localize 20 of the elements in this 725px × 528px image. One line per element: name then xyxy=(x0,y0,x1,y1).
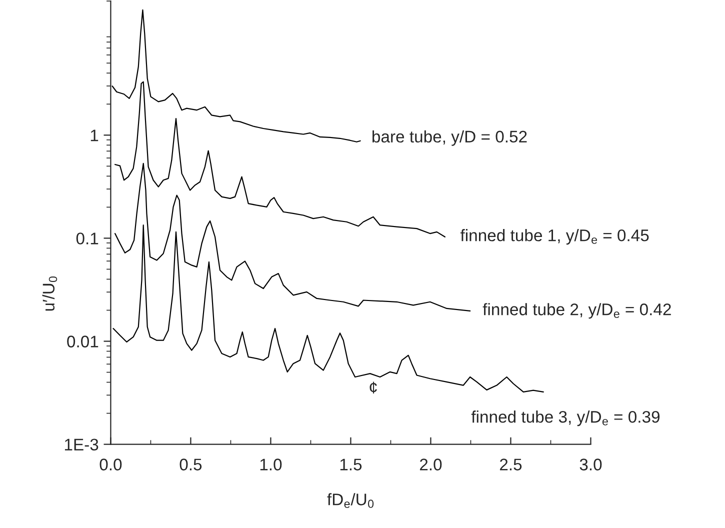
x-tick-label: 2.0 xyxy=(420,458,442,470)
y-tick-label: 0.1 xyxy=(76,232,98,244)
y-tick-label: 0.01 xyxy=(67,336,98,348)
x-tick-label: 3.0 xyxy=(580,458,602,470)
x-tick-label: 2.5 xyxy=(500,458,522,470)
series-label: finned tube 2, y/D$_{e}$ = 0.42 xyxy=(482,303,671,319)
x-tick-label: 1.5 xyxy=(340,458,362,470)
series-label: bare tube, y/D = 0.52 xyxy=(372,130,527,146)
series-label: finned tube 3, y/D$_{e}$ = 0.39 xyxy=(471,410,660,426)
x-tick-label: 1.0 xyxy=(260,458,282,470)
y-tick-label: 1 xyxy=(90,130,98,142)
x-tick-label: 0.0 xyxy=(100,458,122,470)
annotation: ¢ xyxy=(370,382,377,394)
y-tick-label: 1E-3 xyxy=(64,438,98,451)
x-axis-title: fD$_{e}$/U$_{0}$ xyxy=(327,493,374,508)
y-axis-title: u′/U$_{0}$ xyxy=(42,276,58,311)
line-series xyxy=(112,9,361,142)
series-label: finned tube 1, y/D$_{e}$ = 0.45 xyxy=(460,229,649,245)
x-tick-label: 0.5 xyxy=(180,458,202,470)
line-series xyxy=(114,81,446,238)
